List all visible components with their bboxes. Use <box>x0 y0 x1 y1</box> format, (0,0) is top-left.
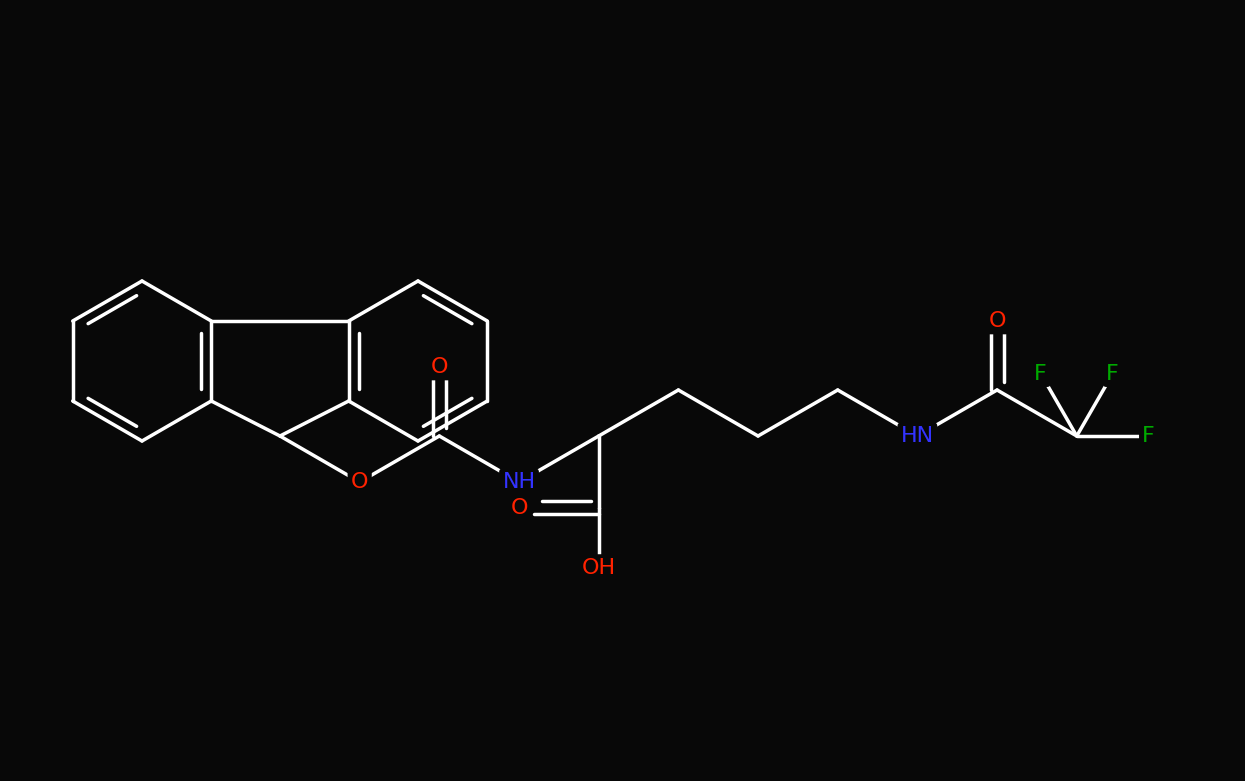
Text: O: O <box>510 497 528 518</box>
Text: O: O <box>431 357 448 377</box>
Text: O: O <box>351 472 369 492</box>
Text: F: F <box>1143 426 1155 446</box>
Text: NH: NH <box>503 472 535 492</box>
Text: OH: OH <box>581 558 616 578</box>
Text: HN: HN <box>901 426 934 446</box>
Text: O: O <box>989 311 1006 331</box>
Text: F: F <box>1107 364 1119 383</box>
Text: F: F <box>1035 364 1047 383</box>
